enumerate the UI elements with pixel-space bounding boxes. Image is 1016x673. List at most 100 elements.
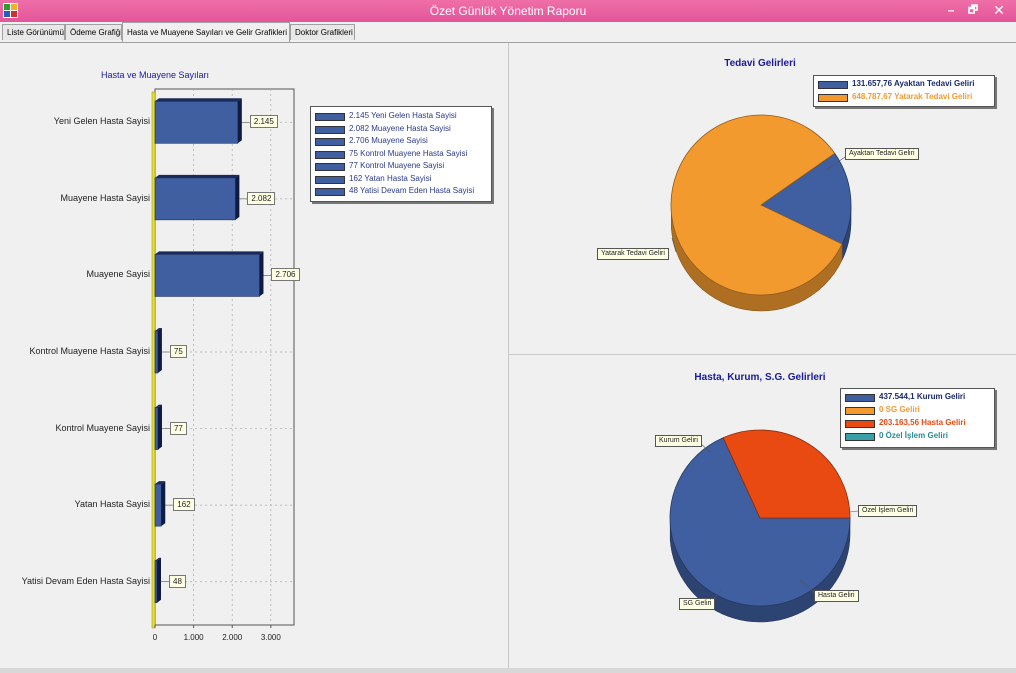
bar-value-label: 2.706: [271, 268, 300, 282]
legend-swatch: [315, 188, 345, 196]
pie-slice-yatarak-tedavi-geliri[interactable]: [670, 114, 843, 296]
status-bar: [0, 668, 1016, 673]
bar-7[interactable]: [154, 560, 158, 604]
bar-side-face: [157, 557, 161, 603]
horizontal-splitter[interactable]: [509, 354, 1016, 355]
legend-swatch: [845, 420, 875, 428]
title-bar: Özet Günlük Yönetim Raporu – 🗗 ✕: [0, 0, 1016, 22]
legend-text: 162 Yatan Hasta Sayisi: [349, 173, 432, 183]
tab-liste-gorunumu[interactable]: Liste Görünümü: [2, 24, 65, 40]
legend-swatch: [315, 150, 345, 159]
legend-swatch: [315, 113, 345, 121]
legend-text: 2.082 Muayene Hasta Sayisi: [349, 123, 451, 133]
legend-text: 2.145 Yeni Gelen Hasta Sayisi: [349, 111, 457, 120]
bar-category-label: Muayene Hasta Sayisi: [60, 192, 150, 203]
pie-label-kurum: Kurum Geliri: [655, 435, 702, 447]
legend-swatch: [845, 394, 875, 402]
pie-slice-hasta-geliri[interactable]: [722, 429, 851, 519]
bar-side-face: [259, 251, 264, 297]
bar-category-label: Kontrol Muayene Sayisi: [55, 422, 150, 433]
bar-side-face: [161, 481, 166, 527]
close-button[interactable]: ✕: [993, 2, 1005, 18]
pie-label-sg: SG Geliri: [679, 598, 716, 610]
pie-leader: [671, 237, 677, 253]
pie-label-yatarak: Yatarak Tedavi Geliri: [597, 248, 669, 260]
legend-swatch: [818, 94, 848, 102]
bar-value-label: 2.082: [247, 191, 276, 205]
legend-text: 75 Kontrol Muayene Hasta Sayisi: [349, 148, 468, 158]
tab-bar: Liste Görünümü Ödeme Grafiği Hasta ve Mu…: [0, 22, 1016, 43]
bar-top-face: [155, 557, 161, 561]
tab-odeme-grafigi[interactable]: Ödeme Grafiği: [65, 24, 122, 40]
bar-value-label: 2.145: [249, 115, 278, 129]
app-icon: [3, 3, 18, 18]
legend-text: 437.544,1 Kurum Geliri: [879, 392, 966, 401]
bar-category-label: Muayene Sayisi: [86, 269, 150, 280]
tab-hasta-muayene-gelir-grafikleri[interactable]: Hasta ve Muayene Sayıları ve Gelir Grafi…: [122, 22, 290, 42]
bar-top-face: [155, 481, 166, 485]
legend-text: 131.657,76 Ayaktan Tedavi Geliri: [852, 79, 975, 88]
legend-text: 48 Yatisi Devam Eden Hasta Sayisi: [349, 186, 475, 195]
bar-value-label: 162: [173, 498, 195, 512]
pie-slice-kurum-geliri[interactable]: [669, 437, 851, 607]
bar-top-face: [155, 404, 162, 408]
legend-text: 0 SG Geliri: [879, 405, 920, 414]
vertical-splitter[interactable]: [508, 43, 509, 668]
legend-text: 77 Kontrol Muayene Sayisi: [349, 161, 445, 170]
bar-value-label: 77: [169, 421, 187, 435]
legend-text: 648.787,67 Yatarak Tedavi Geliri: [852, 92, 973, 101]
pie-label-hasta: Hasta Geliri: [814, 590, 859, 602]
maximize-button[interactable]: 🗗: [967, 4, 979, 16]
bar-chart-legend: 2.145 Yeni Gelen Hasta Sayisi 2.082 Muaye…: [310, 106, 492, 202]
bar-value-label: 75: [169, 345, 187, 358]
pie-label-ayaktan: Ayaktan Tedavi Geliri: [845, 148, 919, 160]
bar-1[interactable]: [154, 100, 239, 144]
pie-leader: [799, 579, 817, 595]
legend-text: 2.706 Muayene Sayisi: [349, 136, 428, 145]
bar-top-face: [155, 98, 242, 102]
pie-slice-ayaktan-tedavi-geliri[interactable]: [760, 152, 852, 245]
bar-5[interactable]: [154, 407, 159, 450]
legend-text: 0 Özel İşlem Geliri: [879, 431, 948, 440]
window-title: Özet Günlük Yönetim Raporu: [429, 4, 587, 18]
bar-tick-label: 1.000: [183, 633, 204, 642]
bar-side-face: [157, 404, 162, 450]
bar-tick-label: 3.000: [260, 633, 281, 642]
bar-top-face: [155, 251, 264, 255]
legend-swatch: [315, 175, 345, 184]
bar-category-label: Yatisi Devam Eden Hasta Sayisi: [21, 575, 150, 586]
bar-3[interactable]: [154, 254, 260, 297]
bar-side-face: [157, 328, 162, 373]
bar-top-face: [155, 328, 162, 331]
pie-leader: [849, 510, 859, 513]
legend-swatch: [315, 138, 345, 146]
legend-text: 203.163,56 Hasta Geliri: [879, 418, 966, 427]
pie-bottom-title: Hasta, Kurum, S.G. Gelirleri: [694, 372, 826, 383]
bar-category-label: Yatan Hasta Sayisi: [74, 499, 150, 510]
tab-doktor-grafikleri[interactable]: Doktor Grafikleri: [290, 24, 355, 40]
legend-swatch: [845, 433, 875, 441]
legend-swatch: [315, 125, 345, 134]
bar-tick-label: 2.000: [222, 633, 243, 642]
minimize-button[interactable]: –: [947, 3, 955, 17]
bar-top-face: [155, 174, 240, 178]
bar-category-label: Yeni Gelen Hasta Sayisi: [53, 116, 150, 127]
pie-leader: [825, 154, 849, 171]
legend-swatch: [315, 163, 345, 171]
pie-bottom-legend: 437.544,1 Kurum Geliri 0 SG Geliri 203.163…: [840, 388, 995, 448]
pie-top-title: Tedavi Gelirleri: [724, 58, 796, 69]
pie-top-legend: 131.657,76 Ayaktan Tedavi Geliri 648.787,…: [813, 75, 995, 107]
bar-6[interactable]: [154, 483, 162, 527]
bar-category-label: Kontrol Muayene Hasta Sayisi: [29, 346, 150, 356]
bar-side-face: [235, 174, 240, 220]
bar-side-face: [237, 98, 242, 144]
bar-4[interactable]: [154, 330, 159, 374]
pie-label-ozel-islem: Özel İşlem Geliri: [858, 505, 918, 517]
legend-swatch: [845, 407, 875, 415]
bar-2[interactable]: [154, 177, 236, 221]
bar-tick-label: 0: [152, 633, 158, 642]
bar-chart-title: Hasta ve Muayene Sayıları: [100, 70, 210, 80]
